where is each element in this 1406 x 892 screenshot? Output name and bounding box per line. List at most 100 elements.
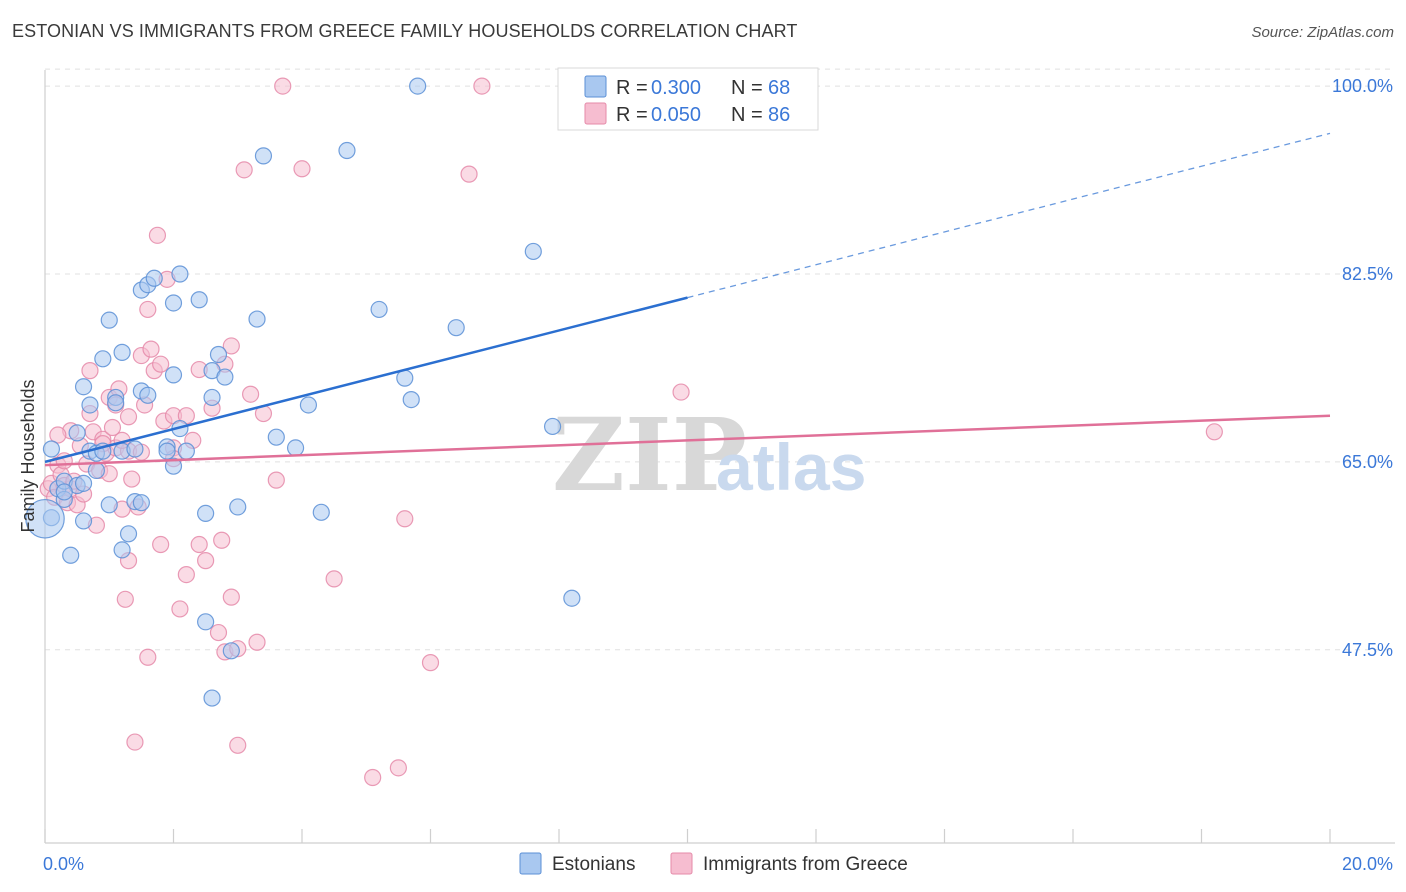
legend-n-value-greece: 86 xyxy=(768,104,790,126)
point-estonians-7 xyxy=(74,512,93,530)
point-greece-52 xyxy=(177,565,195,584)
point-estonians-61 xyxy=(447,319,465,337)
trend-line-estonians xyxy=(44,296,688,464)
point-estonians-56 xyxy=(338,141,356,160)
legend-swatch-estonians xyxy=(584,75,607,98)
chart-title: ESTONIAN VS IMMIGRANTS FROM GREECE FAMIL… xyxy=(12,21,798,41)
point-greece-51 xyxy=(171,600,189,618)
point-greece-72 xyxy=(274,77,292,95)
point-estonians-46 xyxy=(209,345,228,364)
point-estonians-60 xyxy=(409,77,427,95)
point-greece-77 xyxy=(396,510,414,528)
point-estonians-48 xyxy=(222,642,240,660)
trend-line-estonians-extension xyxy=(687,132,1331,299)
point-estonians-28 xyxy=(132,494,150,512)
legend-r-label-greece: R = xyxy=(616,104,648,126)
point-estonians-44 xyxy=(203,689,221,707)
point-greece-80 xyxy=(473,77,491,95)
point-greece-83 xyxy=(49,426,67,444)
point-greece-81 xyxy=(672,383,690,401)
point-estonians-41 xyxy=(197,613,215,631)
point-estonians-59 xyxy=(402,390,420,409)
y-axis-title: Family Households xyxy=(18,379,38,532)
legend-n-value-estonians: 68 xyxy=(768,77,790,99)
legend-swatch-greece xyxy=(584,102,607,125)
bottom-legend-swatch-estonians xyxy=(519,852,542,875)
point-estonians-52 xyxy=(267,428,285,446)
point-greece-71 xyxy=(267,471,285,489)
point-estonians-31 xyxy=(145,269,163,287)
source-label: Source: ZipAtlas.com xyxy=(1251,24,1394,41)
bottom-legend-label-greece: Immigrants from Greece xyxy=(703,854,908,875)
point-estonians-62 xyxy=(524,242,542,261)
bottom-legend: Estonians Immigrants from Greece xyxy=(519,852,908,875)
point-greece-79 xyxy=(460,165,478,183)
bottom-legend-swatch-greece xyxy=(670,852,693,875)
point-estonians-8 xyxy=(68,424,86,442)
point-estonians-47 xyxy=(216,368,234,386)
point-greece-57 xyxy=(197,552,215,570)
point-greece-82 xyxy=(1205,423,1223,441)
point-estonians-39 xyxy=(177,442,195,460)
point-greece-34 xyxy=(126,733,144,751)
y-tick-label-0: 47.5% xyxy=(1342,640,1393,660)
trend-line-greece xyxy=(44,414,1331,467)
point-greece-74 xyxy=(325,570,343,588)
legend-r-label-estonians: R = xyxy=(616,77,648,99)
point-estonians-23 xyxy=(119,525,138,543)
point-estonians-33 xyxy=(158,442,176,460)
point-greece-29 xyxy=(116,590,134,608)
point-estonians-36 xyxy=(164,294,183,312)
point-estonians-67 xyxy=(25,498,65,539)
point-estonians-17 xyxy=(100,311,118,329)
point-estonians-54 xyxy=(299,396,318,414)
point-estonians-50 xyxy=(248,310,266,328)
x-tick-label-0: 0.0% xyxy=(43,854,84,874)
point-greece-73 xyxy=(293,160,311,178)
x-tick-label-1: 20.0% xyxy=(1342,854,1393,874)
point-estonians-66 xyxy=(74,474,93,492)
y-tick-label-1: 65.0% xyxy=(1342,452,1393,472)
legend-n-label-greece: N = xyxy=(731,104,763,126)
point-estonians-34 xyxy=(164,366,183,384)
point-greece-40 xyxy=(139,648,157,666)
point-estonians-49 xyxy=(229,498,247,516)
point-greece-31 xyxy=(119,408,138,426)
point-greece-75 xyxy=(364,768,382,787)
point-estonians-64 xyxy=(563,589,581,607)
point-estonians-1 xyxy=(42,440,61,458)
point-estonians-25 xyxy=(126,440,144,458)
point-greece-67 xyxy=(235,161,253,179)
point-greece-60 xyxy=(213,531,231,549)
tick-label-layer: 47.5% 65.0% 82.5% 100.0% 0.0% 20.0% xyxy=(43,76,1393,874)
watermark-atlas: atlas xyxy=(716,430,866,504)
top-legend: R = 0.300 N = 68 R = 0.050 N = 86 xyxy=(557,67,819,131)
point-estonians-10 xyxy=(81,396,99,414)
point-greece-68 xyxy=(242,385,260,403)
point-greece-63 xyxy=(222,337,240,355)
point-estonians-38 xyxy=(171,265,189,283)
point-greece-65 xyxy=(229,736,247,754)
bottom-legend-label-estonians: Estonians xyxy=(552,854,635,875)
point-greece-44 xyxy=(152,355,170,373)
watermark-zip: ZIP xyxy=(552,396,747,514)
point-estonians-9 xyxy=(74,378,93,396)
point-estonians-35 xyxy=(164,457,183,475)
point-greece-33 xyxy=(123,470,141,488)
point-estonians-21 xyxy=(113,541,131,559)
point-greece-78 xyxy=(421,654,440,672)
point-greece-59 xyxy=(209,623,228,642)
y-tick-label-2: 82.5% xyxy=(1342,264,1393,284)
point-estonians-57 xyxy=(370,300,388,319)
point-estonians-16 xyxy=(100,496,118,514)
legend-r-value-estonians: 0.300 xyxy=(651,77,701,99)
point-estonians-63 xyxy=(543,417,562,436)
point-estonians-53 xyxy=(286,439,305,457)
point-estonians-29 xyxy=(139,386,157,404)
point-greece-16 xyxy=(81,362,99,380)
series-estonians-points xyxy=(25,77,581,707)
point-estonians-51 xyxy=(254,147,273,165)
point-greece-76 xyxy=(389,759,407,777)
trend-layer xyxy=(44,132,1331,467)
point-greece-64 xyxy=(222,588,240,606)
